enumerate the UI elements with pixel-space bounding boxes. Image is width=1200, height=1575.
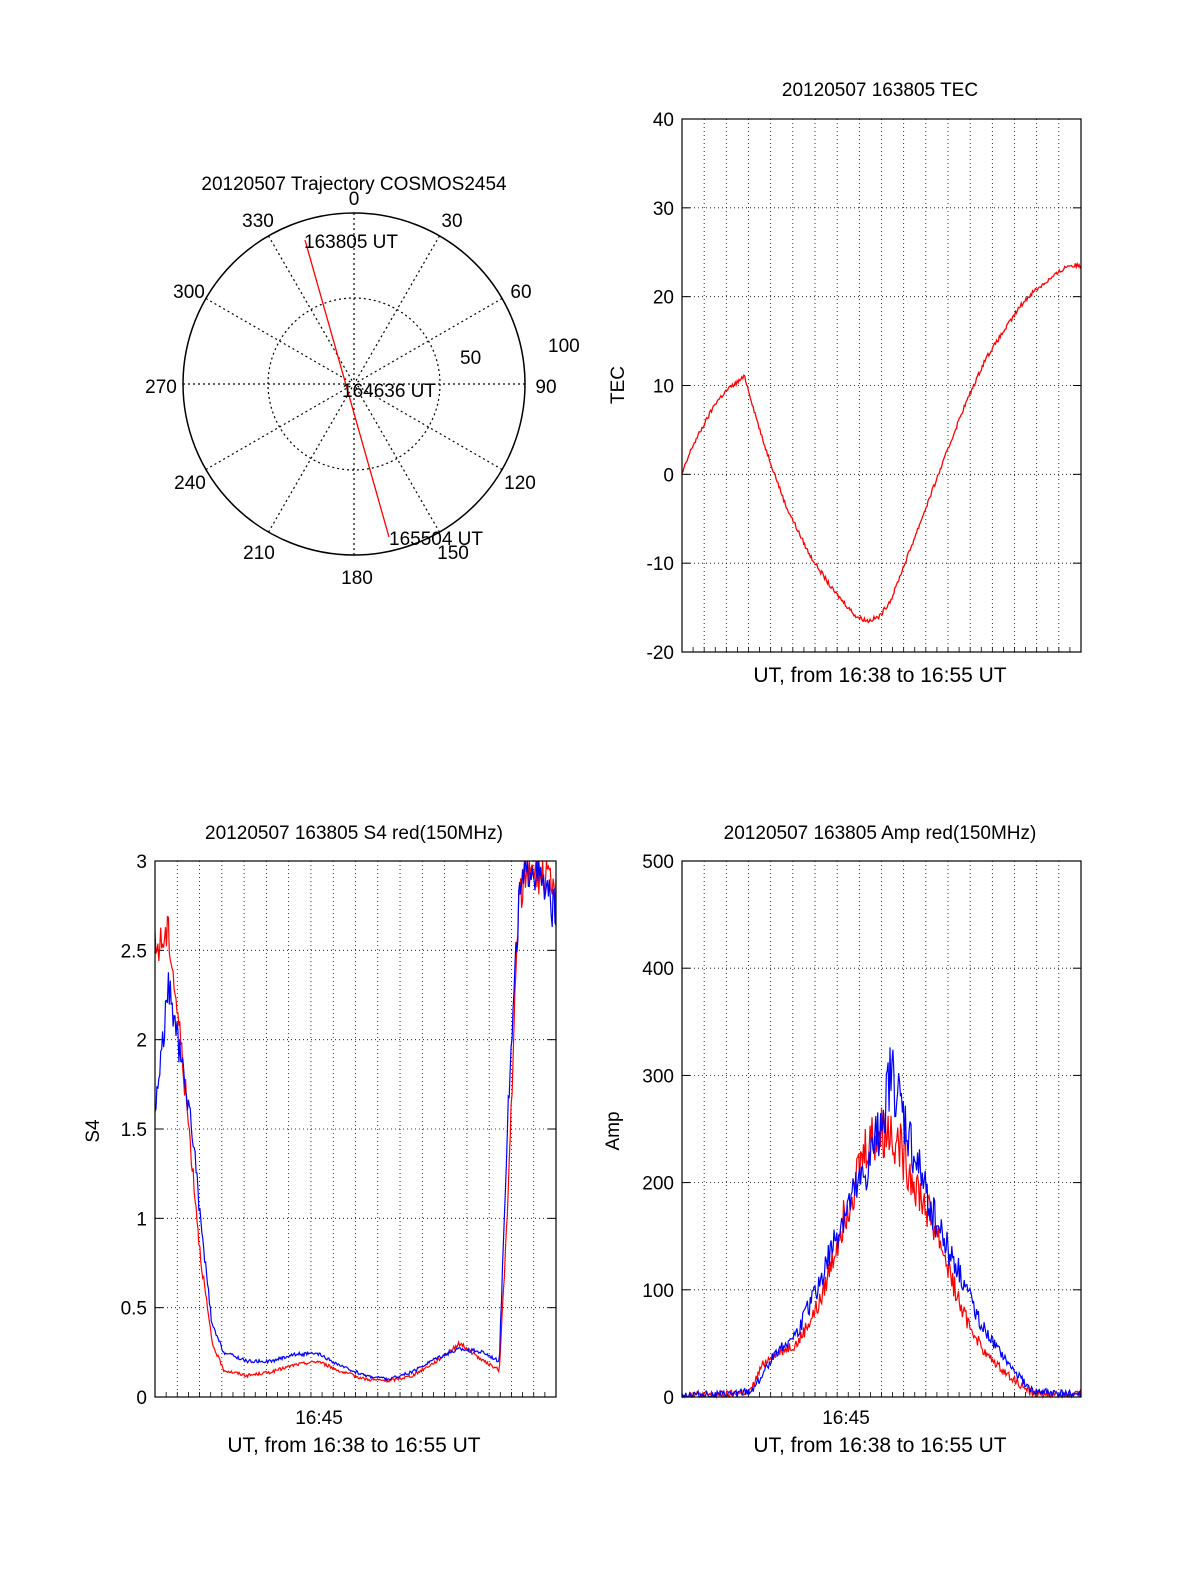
tec-plot-frame xyxy=(681,118,1082,653)
polar-angle-label-210: 210 xyxy=(243,543,275,564)
amp-ylabel: Amp xyxy=(603,1111,624,1150)
s4-xlabel: UT, from 16:38 to 16:55 UT xyxy=(227,1434,480,1457)
polar-radial-label-50: 50 xyxy=(460,348,481,369)
tec-ytick-label: 40 xyxy=(653,110,674,131)
s4-ytick-label: 1.5 xyxy=(121,1120,147,1141)
amp-ytick-label: 0 xyxy=(663,1388,674,1409)
tec-title: 20120507 163805 TEC xyxy=(782,80,978,101)
amp-xlabel: UT, from 16:38 to 16:55 UT xyxy=(753,1434,1006,1457)
polar-angle-label-300: 300 xyxy=(173,282,205,303)
trajectory-polar-chart: 20120507 Trajectory COSMOS2454 0 30 60 90 12… xyxy=(145,174,580,589)
polar-angle-label-60: 60 xyxy=(510,282,531,303)
amp-chart: 20120507 163805 Amp red(150MHz) 0 100 200 3… xyxy=(603,823,1082,1457)
polar-angle-label-0: 0 xyxy=(349,189,360,210)
tec-ytick-label: 10 xyxy=(653,377,674,398)
trajectory-track-line xyxy=(304,239,390,538)
s4-ytick-labels: 0 0.5 1 1.5 2 2.5 3 xyxy=(121,852,147,1409)
polar-angle-label-240: 240 xyxy=(174,473,206,494)
tec-ytick-label: 20 xyxy=(653,288,674,309)
s4-plot-frame xyxy=(154,860,557,1398)
polar-angle-label-180: 180 xyxy=(341,568,373,589)
s4-ytick-label: 1 xyxy=(136,1209,147,1230)
s4-chart: 20120507 163805 S4 red(150MHz) 0 0.5 1 1.5 2… xyxy=(83,823,557,1457)
amp-xtick-label: 16:45 xyxy=(822,1408,870,1429)
trajectory-title: 20120507 Trajectory COSMOS2454 xyxy=(201,174,507,195)
polar-spokes xyxy=(183,213,525,555)
s4-ytick-label: 0 xyxy=(136,1388,147,1409)
track-end-label: 165504 UT xyxy=(389,529,483,550)
s4-series-blue xyxy=(154,860,557,1382)
amp-series-blue xyxy=(681,1047,1082,1399)
s4-series-red xyxy=(154,860,557,1384)
tec-ylabel: TEC xyxy=(608,366,629,404)
tec-grid xyxy=(682,118,1081,653)
tec-xlabel: UT, from 16:38 to 16:55 UT xyxy=(753,664,1006,687)
s4-xtick-label: 16:45 xyxy=(295,1408,343,1429)
tec-series-red xyxy=(681,261,1082,624)
s4-ytick-label: 0.5 xyxy=(121,1299,147,1320)
s4-grid xyxy=(155,860,556,1398)
s4-ytick-label: 3 xyxy=(136,852,147,873)
polar-angle-label-30: 30 xyxy=(441,211,462,232)
s4-ytick-label: 2 xyxy=(136,1031,147,1052)
polar-radial-label-100: 100 xyxy=(548,336,580,357)
polar-spoke-150 xyxy=(267,235,441,533)
amp-title: 20120507 163805 Amp red(150MHz) xyxy=(724,823,1037,844)
track-start-label: 163805 UT xyxy=(304,232,398,253)
amp-ytick-label: 200 xyxy=(642,1174,674,1195)
amp-plot-frame xyxy=(681,860,1082,1398)
tec-ytick-label: 0 xyxy=(663,465,674,486)
amp-ytick-label: 500 xyxy=(642,852,674,873)
track-mid-label: 164636 UT xyxy=(342,381,436,402)
s4-title: 20120507 163805 S4 red(150MHz) xyxy=(205,823,503,844)
tec-ytick-label: -20 xyxy=(647,643,674,664)
polar-angle-labels: 0 30 60 90 120 150 180 210 240 270 300 330 xyxy=(145,189,556,589)
amp-ytick-label: 400 xyxy=(642,959,674,980)
polar-angle-label-270: 270 xyxy=(145,377,177,398)
tec-ytick-label: 30 xyxy=(653,199,674,220)
amp-ytick-label: 300 xyxy=(642,1066,674,1087)
s4-ylabel: S4 xyxy=(83,1119,104,1143)
tec-ytick-labels: -20 -10 0 10 20 30 40 xyxy=(647,110,674,664)
amp-ytick-label: 100 xyxy=(642,1281,674,1302)
polar-angle-label-120: 120 xyxy=(504,473,536,494)
polar-angle-label-150: 150 xyxy=(437,543,469,564)
s4-ytick-label: 2.5 xyxy=(121,941,147,962)
polar-angle-label-330: 330 xyxy=(242,211,274,232)
polar-angle-label-90: 90 xyxy=(535,377,556,398)
amp-ytick-labels: 0 100 200 300 400 500 xyxy=(642,852,674,1409)
tec-ytick-label: -10 xyxy=(647,554,674,575)
